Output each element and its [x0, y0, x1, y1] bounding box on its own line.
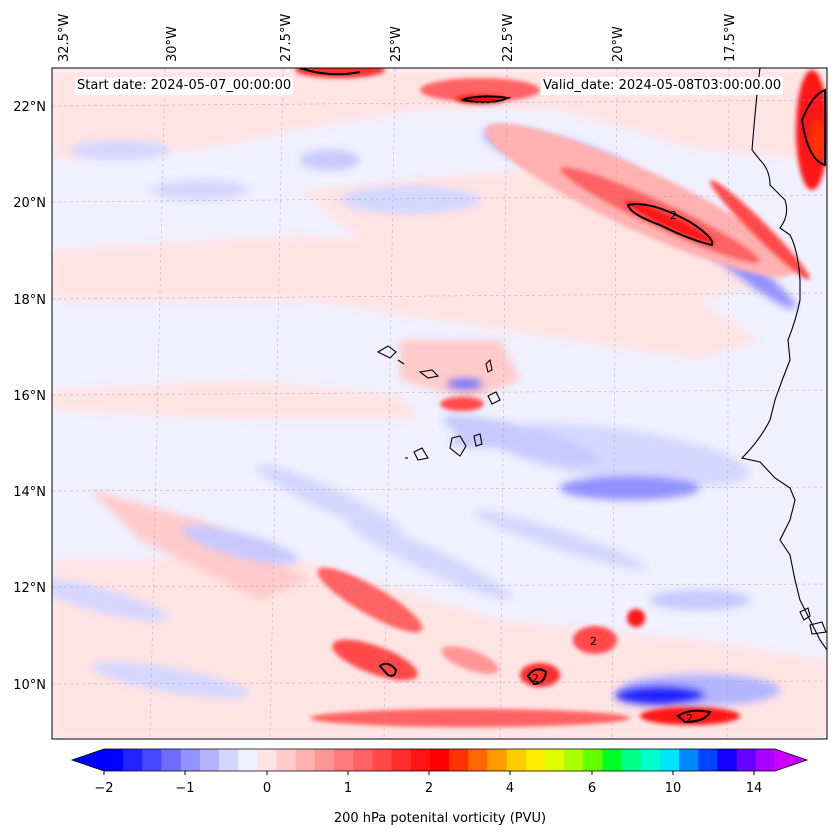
plot-frame	[51, 67, 828, 740]
coastline	[376, 68, 827, 651]
colorbar-cell	[544, 749, 565, 771]
colorbar-cell	[372, 749, 393, 771]
gridlines	[52, 68, 827, 739]
colorbar-tick-label: −1	[175, 781, 194, 796]
colorbar-cell	[449, 749, 469, 771]
pv-field: 2 2 2 2	[52, 68, 827, 739]
colorbar-cell	[755, 749, 776, 771]
colorbar-cell	[295, 749, 316, 771]
lon-label: 25°W	[389, 26, 404, 62]
colorbar-tick-label: 4	[506, 781, 514, 796]
lat-label: 12°N	[13, 581, 46, 596]
colorbar-cell	[391, 749, 412, 771]
lon-label: 32.5°W	[57, 14, 72, 62]
colorbar-cell	[334, 749, 354, 771]
colorbar-cell	[640, 749, 661, 771]
lon-label: 30°W	[165, 26, 180, 62]
lon-labels: 32.5°W 30°W 27.5°W 25°W 22.5°W 20°W 17.5…	[57, 14, 738, 62]
lon-label: 27.5°W	[279, 14, 294, 62]
colorbar-cell	[679, 749, 699, 771]
colorbar-cell	[257, 749, 278, 771]
colorbar-title: 200 hPa potenital vorticity (PVU)	[334, 811, 546, 826]
lon-label: 20°W	[611, 26, 626, 62]
lon-label: 22.5°W	[501, 14, 516, 62]
colorbar-cells	[104, 749, 776, 771]
colorbar-cell	[104, 749, 124, 771]
colorbar-cell	[659, 749, 680, 771]
contour-label: 2	[670, 209, 677, 222]
colorbar-cell	[602, 749, 623, 771]
lat-label: 22°N	[13, 100, 46, 115]
colorbar-cell	[314, 749, 335, 771]
colorbar-ticks	[103, 771, 755, 775]
start-date-label: Start date: 2024-05-07_00:00:00	[75, 77, 294, 95]
lat-label: 20°N	[13, 196, 46, 211]
strong-positive-areas	[295, 68, 827, 727]
colorbar-cell	[238, 749, 258, 771]
colorbar-cell	[525, 749, 546, 771]
colorbar-tick-label: 0	[263, 781, 271, 796]
colorbar-tick-label: 1	[344, 781, 352, 796]
colorbar-cell	[429, 749, 450, 771]
lon-label: 17.5°W	[723, 14, 738, 62]
colorbar-cell	[621, 749, 642, 771]
colorbar-cell	[276, 749, 297, 771]
negative-areas	[52, 129, 796, 706]
lat-label: 16°N	[13, 389, 46, 404]
colorbar-extend-min	[72, 749, 104, 771]
colorbar-cell	[123, 749, 143, 771]
lat-label: 18°N	[13, 293, 46, 308]
contour-label: 2	[590, 635, 597, 648]
colorbar-cell	[180, 749, 201, 771]
colorbar-extend-max	[775, 749, 807, 771]
colorbar-tick-label: 10	[665, 781, 682, 796]
colorbar-cell	[353, 749, 373, 771]
colorbar-cell	[142, 749, 163, 771]
colorbar-cell	[410, 749, 431, 771]
colorbar-tick-label: −2	[94, 781, 113, 796]
colorbar-cell	[736, 749, 757, 771]
colorbar-cell	[506, 749, 527, 771]
lat-label: 10°N	[13, 678, 46, 693]
colorbar-cell	[564, 749, 584, 771]
colorbar-tick-label: 6	[588, 781, 596, 796]
colorbar-tick-label: 14	[746, 781, 763, 796]
colorbar-cell	[161, 749, 182, 771]
pv-contours	[299, 68, 826, 724]
lat-labels: 22°N 20°N 18°N 16°N 14°N 12°N 10°N	[13, 100, 46, 693]
lat-label: 14°N	[13, 485, 46, 500]
colorbar-cell	[199, 749, 220, 771]
contour-label: 2	[686, 712, 693, 725]
colorbar-tick-label: 2	[425, 781, 433, 796]
colorbar-cell	[468, 749, 488, 771]
valid-date-label: Valid_date: 2024-05-08T03:00:00.00	[541, 77, 784, 95]
colorbar: −2 −1 0 1 2 4 6 10 14 200 hPa potenital …	[70, 748, 809, 826]
contour-label: 2	[532, 672, 539, 685]
colorbar-cell	[698, 749, 718, 771]
colorbar-cell	[583, 749, 603, 771]
colorbar-cell	[717, 749, 738, 771]
colorbar-cell	[487, 749, 508, 771]
colorbar-cell	[219, 749, 239, 771]
